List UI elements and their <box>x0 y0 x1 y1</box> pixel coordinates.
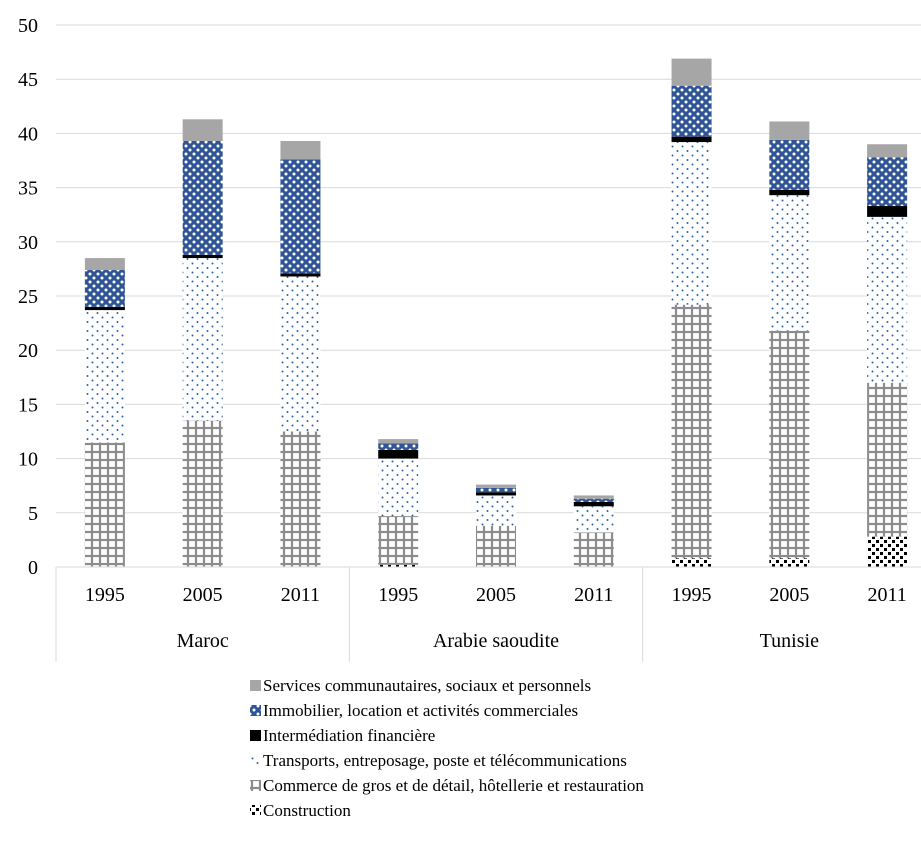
bar-segment <box>867 216 908 383</box>
y-tick-label: 40 <box>18 123 38 145</box>
bar-segment <box>769 189 810 196</box>
y-tick-label: 15 <box>18 394 38 416</box>
legend-label: Commerce de gros et de détail, hôtelleri… <box>263 776 644 795</box>
bar-segment <box>182 420 223 567</box>
legend-label: Intermédiation financière <box>263 726 435 745</box>
legend-label: Transports, entreposage, poste et téléco… <box>263 751 627 770</box>
x-tick-label: 1995 <box>378 584 418 606</box>
y-tick-label: 50 <box>18 15 38 37</box>
legend: Services communautaires, sociaux et pers… <box>250 676 644 820</box>
bar-segment <box>769 558 810 567</box>
x-tick-label: 1995 <box>85 584 125 606</box>
group-label: Maroc <box>177 630 229 652</box>
bar-segment <box>84 269 125 307</box>
y-tick-label: 0 <box>28 557 38 579</box>
bar-segment <box>671 558 712 567</box>
legend-swatch <box>250 680 261 691</box>
x-tick-label: 2005 <box>476 584 516 606</box>
y-tick-label: 45 <box>18 69 38 91</box>
bar-segment <box>280 140 321 160</box>
y-tick-label: 25 <box>18 286 38 308</box>
x-axis: 1995 2005 2011 Maroc 1995 2005 2011 Arabie saou… <box>55 566 921 662</box>
bar-segment <box>182 119 223 141</box>
bar-segment <box>280 273 321 277</box>
bar-segment <box>84 306 125 311</box>
bar-segment <box>867 382 908 537</box>
legend-label: Construction <box>263 801 351 820</box>
bar-segment <box>182 140 223 255</box>
bar-segment <box>867 206 908 217</box>
bar-segment <box>671 136 712 143</box>
group-label: Arabie saoudite <box>433 630 559 652</box>
legend-swatch <box>250 755 261 766</box>
bar-segment <box>84 442 125 567</box>
bar-segment <box>378 516 419 565</box>
bar-segment <box>573 498 614 502</box>
legend-label: Immobilier, location et activités commer… <box>263 701 578 720</box>
x-tick-label: 2011 <box>867 584 906 606</box>
legend-swatch <box>250 780 261 791</box>
bar-segment <box>867 157 908 207</box>
bar-segment <box>476 492 516 496</box>
bar-segment <box>378 564 419 567</box>
y-tick-label: 35 <box>18 178 38 200</box>
bar-segment <box>476 525 516 567</box>
y-tick-label: 20 <box>18 340 38 362</box>
legend-label: Services communautaires, sociaux et pers… <box>263 676 591 695</box>
x-tick-label: 2011 <box>281 584 320 606</box>
bar-segment <box>671 85 712 137</box>
group-label: Tunisie <box>760 630 819 652</box>
x-tick-label: 2011 <box>574 584 613 606</box>
bar-segment <box>573 501 614 507</box>
bar-segment <box>182 258 223 421</box>
bar-segment <box>378 449 419 459</box>
y-tick-label: 5 <box>28 503 38 525</box>
bar-segment <box>867 536 908 567</box>
bar-segment <box>573 495 614 499</box>
bar-segment <box>476 487 516 493</box>
bar-segment <box>671 58 712 86</box>
bar-segment <box>769 330 810 559</box>
x-tick-label: 2005 <box>769 584 809 606</box>
y-axis-ticks: 0 5 10 15 20 25 30 35 40 45 50 <box>18 15 38 579</box>
bar-segment <box>573 532 614 567</box>
bar-segment <box>671 304 712 559</box>
x-tick-label: 1995 <box>672 584 712 606</box>
bar-segment <box>573 506 614 533</box>
bar-segment <box>280 431 321 567</box>
bar-segment <box>280 159 321 274</box>
y-tick-label: 10 <box>18 449 38 471</box>
bar-segment <box>769 139 810 190</box>
bar-segment <box>378 458 419 517</box>
bar-segment <box>280 276 321 432</box>
y-tick-label: 30 <box>18 232 38 254</box>
legend-swatch <box>250 705 261 716</box>
bar-segment <box>476 484 516 488</box>
bar-segment <box>769 195 810 331</box>
bar-segment <box>671 142 712 305</box>
bars <box>84 58 908 567</box>
bar-segment <box>867 144 908 158</box>
bar-segment <box>378 443 419 450</box>
x-tick-label: 2005 <box>183 584 223 606</box>
bar-segment <box>769 121 810 140</box>
legend-swatch <box>250 805 261 816</box>
bar-segment <box>378 439 419 444</box>
bar-segment <box>84 310 125 443</box>
bar-segment <box>182 254 223 259</box>
legend-swatch <box>250 730 261 741</box>
bar-segment <box>476 495 516 526</box>
bar-segment <box>84 258 125 270</box>
